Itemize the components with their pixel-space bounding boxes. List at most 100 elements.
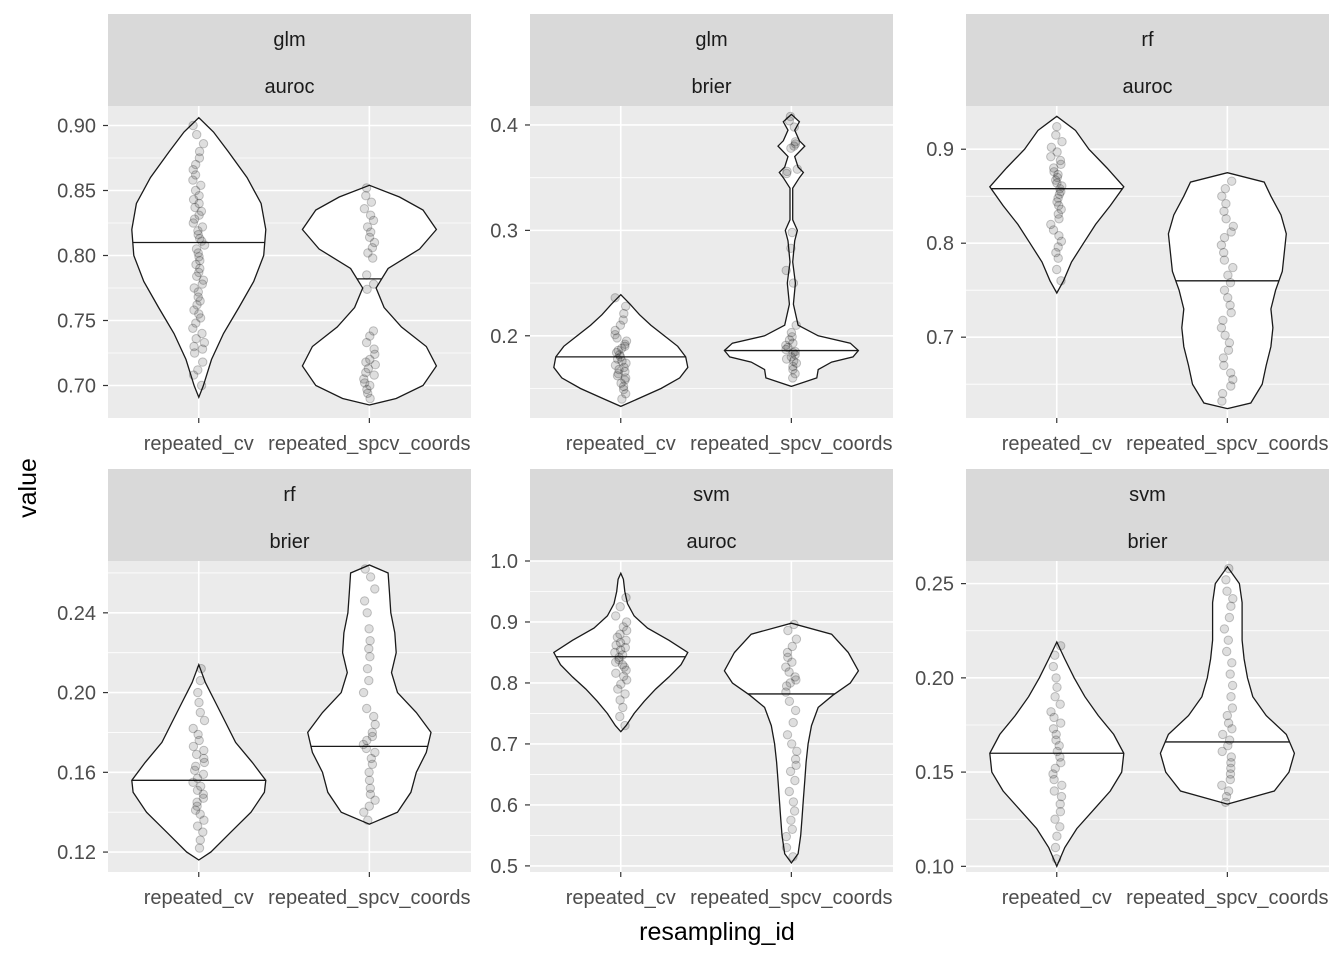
data-point	[359, 374, 369, 384]
violin-repeated_spcv_coords	[1167, 172, 1287, 410]
violin-repeated_spcv_coords	[306, 564, 432, 825]
data-point	[362, 664, 373, 674]
data-point	[784, 335, 795, 345]
data-point	[197, 344, 208, 354]
data-point	[620, 689, 630, 699]
data-point	[195, 835, 206, 845]
x-tick-label: repeated_cv	[566, 887, 676, 909]
data-point	[621, 592, 631, 603]
data-point	[1056, 204, 1066, 215]
strip-measure-label: brier	[1127, 531, 1167, 553]
data-point	[621, 373, 631, 383]
data-point	[362, 384, 372, 395]
data-point	[1228, 374, 1238, 385]
data-point	[361, 337, 372, 348]
data-point	[363, 363, 373, 374]
data-point	[368, 215, 379, 226]
data-point	[362, 270, 372, 280]
data-point	[1219, 255, 1230, 265]
data-point	[612, 371, 623, 381]
data-point	[195, 675, 206, 686]
data-point	[790, 137, 801, 147]
data-point	[365, 380, 375, 391]
data-point	[1219, 206, 1229, 217]
data-point	[611, 611, 621, 621]
data-point	[620, 341, 630, 351]
facet-panel-svm-brier: svm brier 0.10 0.15 0.20 0.25 repeated_cv repea…	[915, 469, 1329, 909]
strip-learner-label: rf	[1141, 29, 1154, 51]
x-tick-label: repeated_cv	[1002, 433, 1112, 455]
facet-panel-rf-brier: rf brier 0.12 0.16 0.20 0.24 repeated_cv repeat…	[57, 469, 471, 909]
data-point	[614, 364, 624, 375]
data-point	[1221, 575, 1231, 585]
data-point	[359, 807, 369, 817]
facet-strip	[966, 469, 1329, 561]
data-point	[370, 360, 380, 370]
violin-repeated_spcv_coords	[723, 622, 860, 865]
data-point	[613, 369, 623, 379]
violin-repeated_spcv_coords	[723, 113, 860, 388]
data-point	[1216, 240, 1227, 250]
data-point	[1056, 758, 1066, 768]
data-point	[191, 318, 201, 328]
data-point	[784, 696, 795, 706]
data-point	[188, 323, 198, 333]
data-point	[365, 393, 375, 404]
data-point	[193, 230, 203, 240]
data-point	[789, 806, 800, 816]
violin-repeated_spcv_coords	[1159, 565, 1296, 805]
data-point	[191, 159, 201, 170]
y-tick-label: 0.24	[57, 603, 96, 625]
y-tick-label: 0.15	[915, 762, 954, 784]
data-point	[1227, 176, 1237, 186]
data-point	[619, 362, 629, 373]
data-point	[188, 741, 199, 752]
data-point	[364, 767, 374, 777]
data-point	[1225, 300, 1235, 310]
data-point	[370, 795, 380, 805]
data-point	[1055, 184, 1065, 194]
data-point	[196, 781, 206, 791]
data-point	[1219, 285, 1230, 295]
data-point	[1051, 854, 1062, 864]
data-point	[1052, 682, 1062, 692]
data-point	[364, 675, 374, 686]
data-point	[792, 164, 802, 174]
data-point	[1228, 221, 1239, 232]
data-point	[367, 759, 378, 769]
data-point	[621, 336, 632, 346]
strip-measure-label: brier	[691, 76, 731, 98]
data-point	[198, 793, 209, 803]
data-point	[1053, 242, 1063, 252]
data-point	[790, 350, 800, 360]
data-point	[1226, 752, 1237, 762]
data-point	[360, 378, 370, 388]
facet-strip	[108, 469, 471, 561]
data-point	[787, 824, 797, 834]
data-point	[194, 252, 204, 262]
data-point	[1226, 601, 1236, 611]
data-point	[1056, 186, 1066, 197]
data-point	[788, 797, 799, 807]
data-point	[1051, 175, 1061, 185]
data-point	[788, 347, 798, 358]
data-point	[1217, 396, 1227, 406]
data-point	[1224, 338, 1235, 348]
data-point	[784, 786, 794, 797]
y-tick-label: 1.0	[490, 551, 518, 573]
y-tick-label: 0.80	[57, 246, 96, 268]
data-point	[790, 754, 801, 764]
data-point	[364, 232, 375, 243]
data-point	[1219, 360, 1229, 371]
data-point	[791, 320, 801, 330]
data-point	[1226, 381, 1236, 391]
y-axis-title: value	[14, 458, 42, 518]
data-point	[1055, 155, 1066, 166]
data-point	[190, 202, 200, 213]
data-point	[362, 222, 373, 232]
data-point	[785, 766, 796, 777]
data-point	[622, 625, 632, 636]
data-point	[787, 641, 797, 652]
data-point	[367, 731, 378, 742]
data-point	[359, 204, 370, 214]
